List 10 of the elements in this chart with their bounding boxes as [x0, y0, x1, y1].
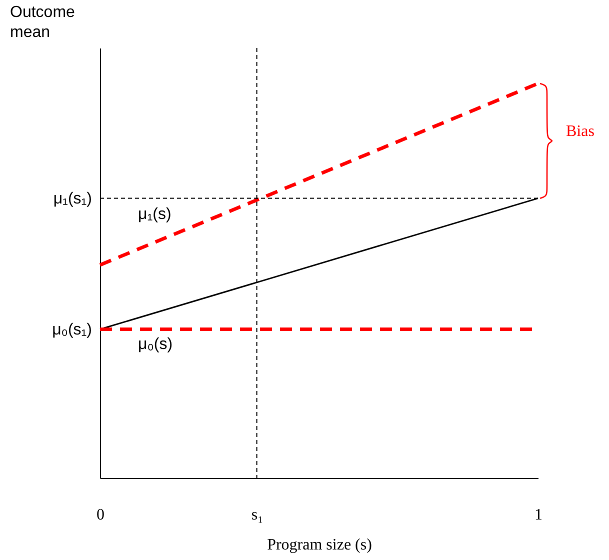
annotation: μ₀(s₁) — [52, 321, 92, 338]
x-tick-label: 1 — [534, 506, 542, 524]
x-tick-label: 0 — [96, 506, 104, 524]
x-axis-title: Program size (s) — [267, 536, 372, 554]
text: Bias — [566, 123, 594, 140]
x-tick-label: s₁ — [251, 506, 264, 524]
annotation: μ₁(s₁) — [53, 190, 92, 208]
y-axis-title: Outcome mean — [10, 4, 76, 41]
annotation: μ₁(s) — [138, 206, 172, 223]
annotation: μ₀(s) — [138, 336, 173, 353]
